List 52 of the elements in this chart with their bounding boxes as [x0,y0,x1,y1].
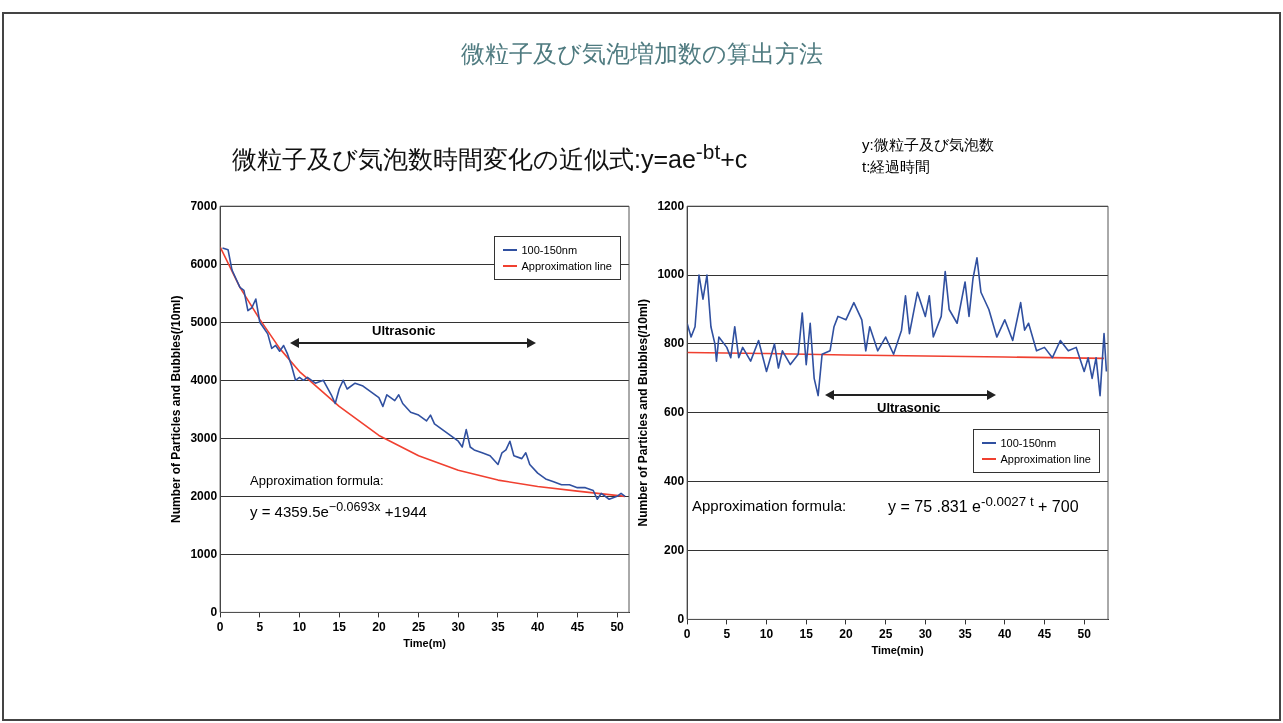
x-tick-label: 5 [723,626,731,641]
x-tick-label: 30 [451,619,466,634]
x-tick-label: 10 [292,619,307,634]
x-tick-label: 15 [332,619,347,634]
x-tick-label: 20 [839,626,853,641]
x-tick-label: 50 [1077,626,1092,641]
x-tick-label: 15 [799,626,814,641]
y-tick-label: 2000 [190,488,218,503]
legend-label: 100-150nm [1000,437,1057,450]
x-tick-label: 10 [759,626,774,641]
y-tick-label: 5000 [190,314,218,329]
y-tick-label: 6000 [190,256,218,271]
x-tick-label: 50 [610,619,625,634]
y-tick-label: 200 [664,542,685,557]
annotation: y = 75 .831 e$^{-0.0027 t}$ + 700 [888,494,1079,517]
y-tick-label: 0 [210,604,218,619]
x-tick-label: 45 [570,619,585,634]
y-tick-label: 1200 [657,198,685,213]
legend-label: 100-150nm [521,244,578,257]
y-axis-title: Number of Particles and Bubbles(/10ml) [168,295,183,523]
x-tick-label: 20 [372,619,386,634]
annotation: Ultrasonic [372,323,436,338]
x-axis-title: Time(min) [871,644,925,657]
x-tick-label: 25 [411,619,426,634]
text: y:微粒子及び気泡数 [862,136,994,155]
y-tick-label: 4000 [190,372,218,387]
chart-subtitle: 微粒子及び気泡数時間変化の近似式:y=ae$^{-bt}$+c [232,140,748,176]
annotation: Ultrasonic [877,400,941,415]
x-tick-label: 40 [998,626,1012,641]
text: t:経過時間 [862,158,931,177]
x-tick-label: 25 [878,626,893,641]
annotation: Approximation formula: [250,473,384,488]
y-tick-label: 3000 [190,430,218,445]
x-tick-label: 30 [918,626,933,641]
x-axis-title: Time(m) [403,637,447,650]
y-axis-title: Number of Particles and Bubbles(/10ml) [635,299,650,527]
x-tick-label: 35 [958,626,973,641]
x-tick-label: 35 [491,619,505,634]
y-tick-label: 600 [664,405,685,420]
annotation: y = 4359.5e$^{−0.0693x}$ +1944 [250,500,427,520]
x-tick-label: 5 [256,619,264,634]
y-tick-label: 7000 [190,198,218,213]
y-tick-label: 1000 [190,546,218,561]
annotation: Approximation formula: [692,497,847,514]
y-tick-label: 400 [664,473,685,488]
legend-label: Approximation line [521,260,612,273]
y-tick-label: 800 [664,336,685,351]
x-tick-label: 40 [531,619,545,634]
legend-label: Approximation line [1000,453,1091,466]
x-tick-label: 45 [1037,626,1052,641]
y-tick-label: 1000 [657,267,685,282]
chart-title: 微粒子及び気泡増加数の算出方法 [459,39,824,69]
